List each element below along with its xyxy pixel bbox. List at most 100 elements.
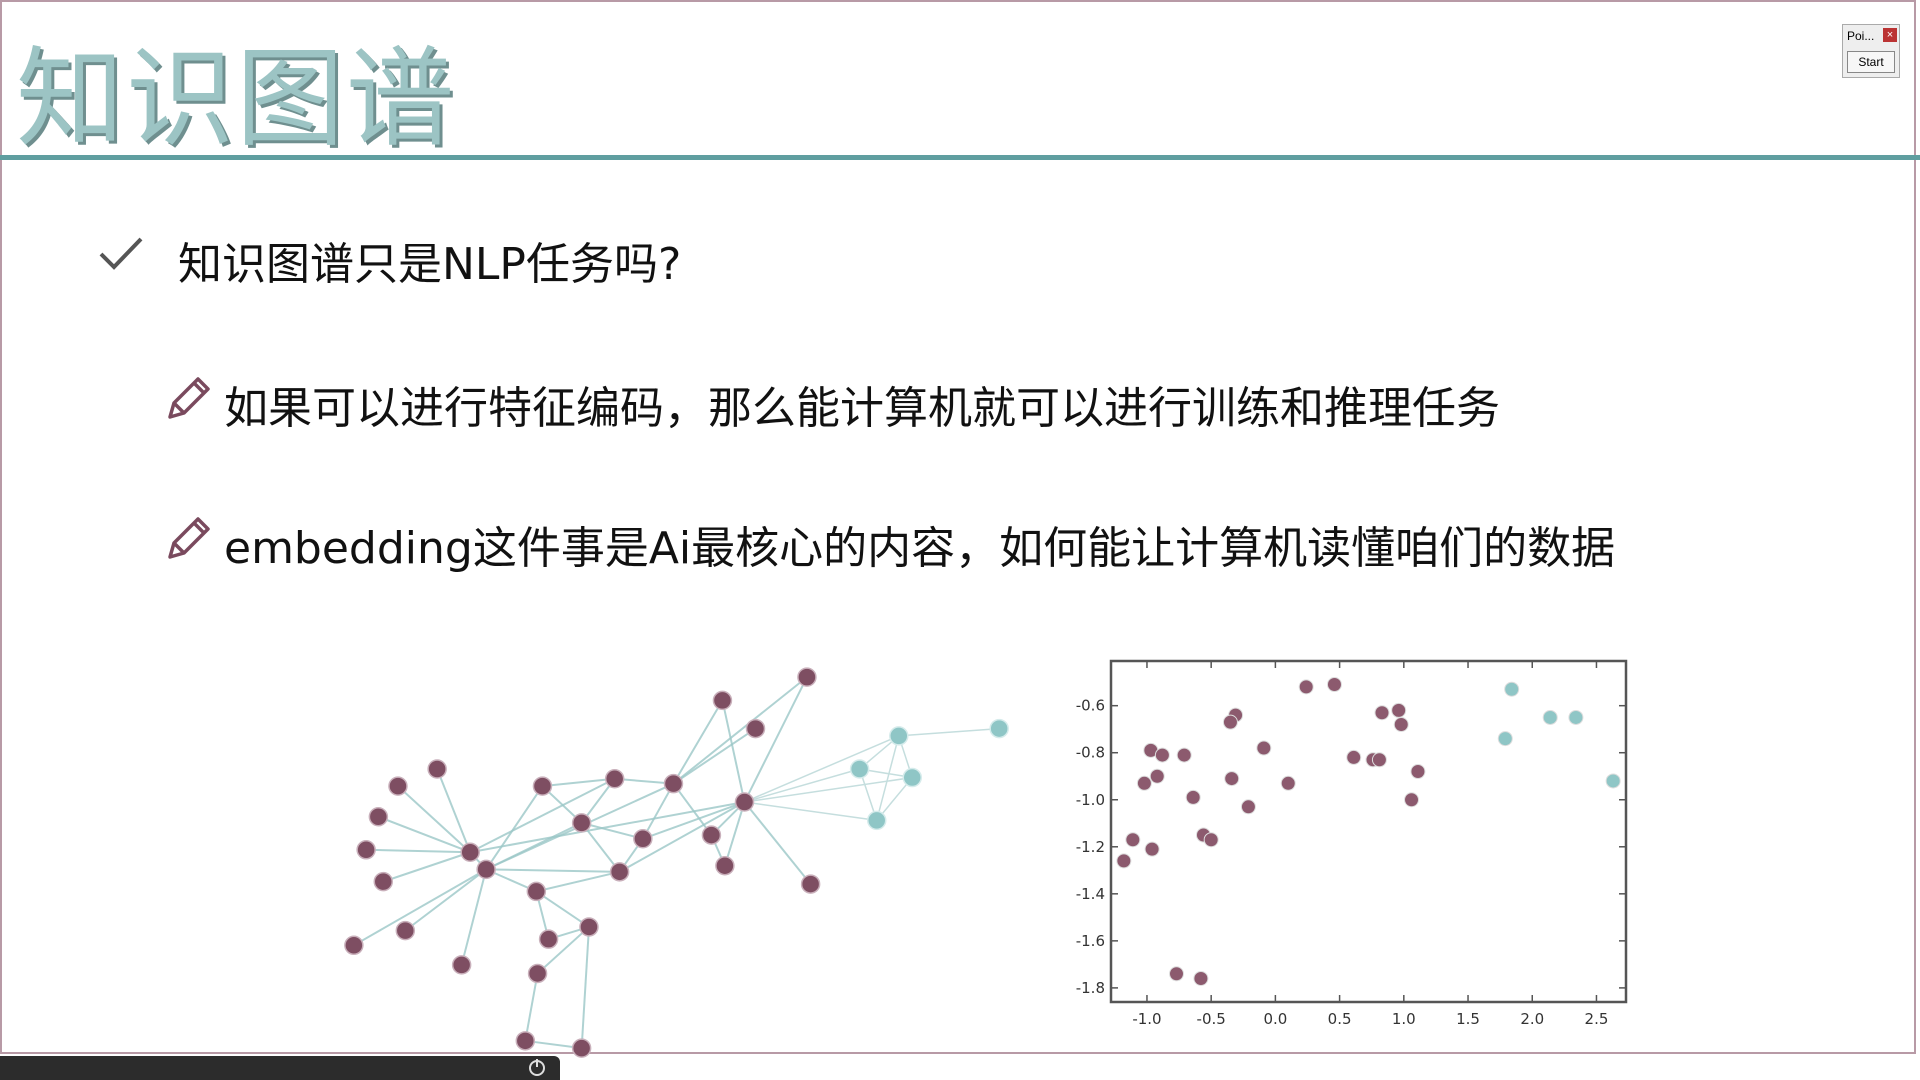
graph-edge — [382, 851, 471, 883]
graph-edge — [580, 822, 621, 873]
y-tick-label: -0.8 — [1076, 744, 1105, 762]
graph-edge — [744, 735, 900, 803]
graph-edge — [672, 699, 724, 785]
graph-node — [451, 955, 472, 975]
graph-node — [663, 773, 684, 794]
y-tick-label: -0.6 — [1076, 697, 1105, 715]
graph-node — [866, 810, 887, 831]
graph-node — [633, 829, 653, 849]
graph-node — [460, 842, 480, 862]
graph-node — [526, 881, 547, 902]
scatter-point — [1504, 681, 1520, 697]
graph-edge — [641, 783, 675, 840]
graph-node — [571, 1038, 592, 1058]
check-icon — [99, 237, 143, 270]
scatter-point — [1256, 740, 1272, 756]
y-tick-label: -1.0 — [1076, 791, 1105, 809]
scatter-point — [1371, 752, 1387, 768]
y-tick-label: -1.4 — [1076, 885, 1105, 903]
graph-node — [701, 825, 722, 845]
graph-edge — [614, 777, 674, 785]
graph-node — [715, 855, 735, 876]
graph-edge — [876, 735, 900, 821]
pencil-icon — [168, 377, 210, 419]
graph-node — [902, 767, 922, 788]
graph-edge — [485, 785, 544, 870]
scatter-point — [1185, 789, 1201, 805]
x-tick-label: 2.0 — [1520, 1010, 1544, 1028]
graph-node — [388, 776, 408, 796]
graph-edge — [743, 801, 812, 885]
graph-edge — [486, 868, 620, 873]
bullet-text: 如果可以进行特征编码，那么能计算机就可以进行训练和推理任务 — [224, 383, 1500, 434]
scatter-point — [1240, 799, 1256, 815]
graph-edge — [672, 783, 713, 836]
graph-edge — [743, 676, 808, 803]
graph-node — [712, 690, 733, 711]
graph-node — [889, 726, 909, 746]
plot-frame — [1109, 659, 1628, 1004]
graph-edge — [744, 768, 860, 803]
x-tick-label: 2.5 — [1585, 1010, 1609, 1028]
graph-node — [571, 813, 592, 833]
start-button[interactable]: Start — [1847, 51, 1895, 73]
graph-node — [344, 935, 364, 956]
graph-node — [532, 776, 553, 796]
graph-edge — [581, 821, 644, 840]
x-tick-label: 0.5 — [1328, 1010, 1352, 1028]
y-tick-label: -1.6 — [1076, 932, 1105, 950]
graph-edge — [619, 801, 745, 873]
scatter-point — [1116, 853, 1132, 869]
graph-edge — [898, 727, 1000, 737]
slide-title: 知识图谱 — [16, 37, 457, 162]
scatter-point — [1193, 970, 1209, 986]
graph-edge — [470, 801, 745, 854]
graph-node — [745, 718, 766, 739]
scatter-point — [1222, 714, 1238, 730]
widget-title: Poi... — [1847, 29, 1875, 43]
x-tick-label: 1.0 — [1392, 1010, 1416, 1028]
scatter-point — [1144, 841, 1160, 857]
graph-edge — [469, 777, 616, 854]
graph-node — [579, 917, 599, 937]
graph-node — [800, 874, 821, 894]
scatter-point — [1374, 705, 1390, 721]
y-tick-label: -1.8 — [1076, 979, 1105, 997]
graph-node — [989, 718, 1009, 739]
graph-edge — [744, 776, 913, 803]
scatter-point — [1393, 716, 1409, 732]
graph-edge — [642, 801, 745, 840]
scatter-point — [1542, 709, 1558, 725]
graph-edge — [580, 926, 590, 1049]
graph-edge — [397, 785, 471, 853]
scatter-point — [1149, 768, 1165, 784]
widget-close[interactable]: × — [1883, 28, 1897, 42]
graph-edge — [536, 926, 590, 975]
scatter-point — [1224, 771, 1240, 787]
graph-edge — [524, 973, 539, 1041]
scatter-point — [1168, 966, 1184, 982]
graph-edge — [404, 868, 487, 932]
scatter-point — [1136, 775, 1152, 791]
x-tick-label: 0.0 — [1263, 1010, 1287, 1028]
x-tick-label: -0.5 — [1197, 1010, 1226, 1028]
pencil-icon — [168, 517, 210, 559]
graph-edge — [721, 700, 746, 803]
title-rule — [0, 155, 1920, 160]
graph-edge — [744, 801, 877, 822]
graph-node — [368, 806, 389, 827]
scatter-point — [1280, 775, 1296, 791]
graph-node — [609, 862, 630, 882]
graph-node — [797, 667, 817, 687]
scatter-point — [1605, 773, 1621, 789]
graph-node — [734, 792, 755, 812]
graph-node — [373, 871, 394, 892]
graph-edge — [378, 815, 471, 854]
y-tick-label: -1.2 — [1076, 838, 1105, 856]
graph-node — [395, 920, 416, 941]
scatter-point — [1125, 832, 1141, 848]
pointer-widget: Poi... × Start — [1842, 24, 1900, 78]
bullet-text: embedding这件事是Ai最核心的内容，如何能让计算机读懂咱们的数据 — [224, 523, 1616, 574]
